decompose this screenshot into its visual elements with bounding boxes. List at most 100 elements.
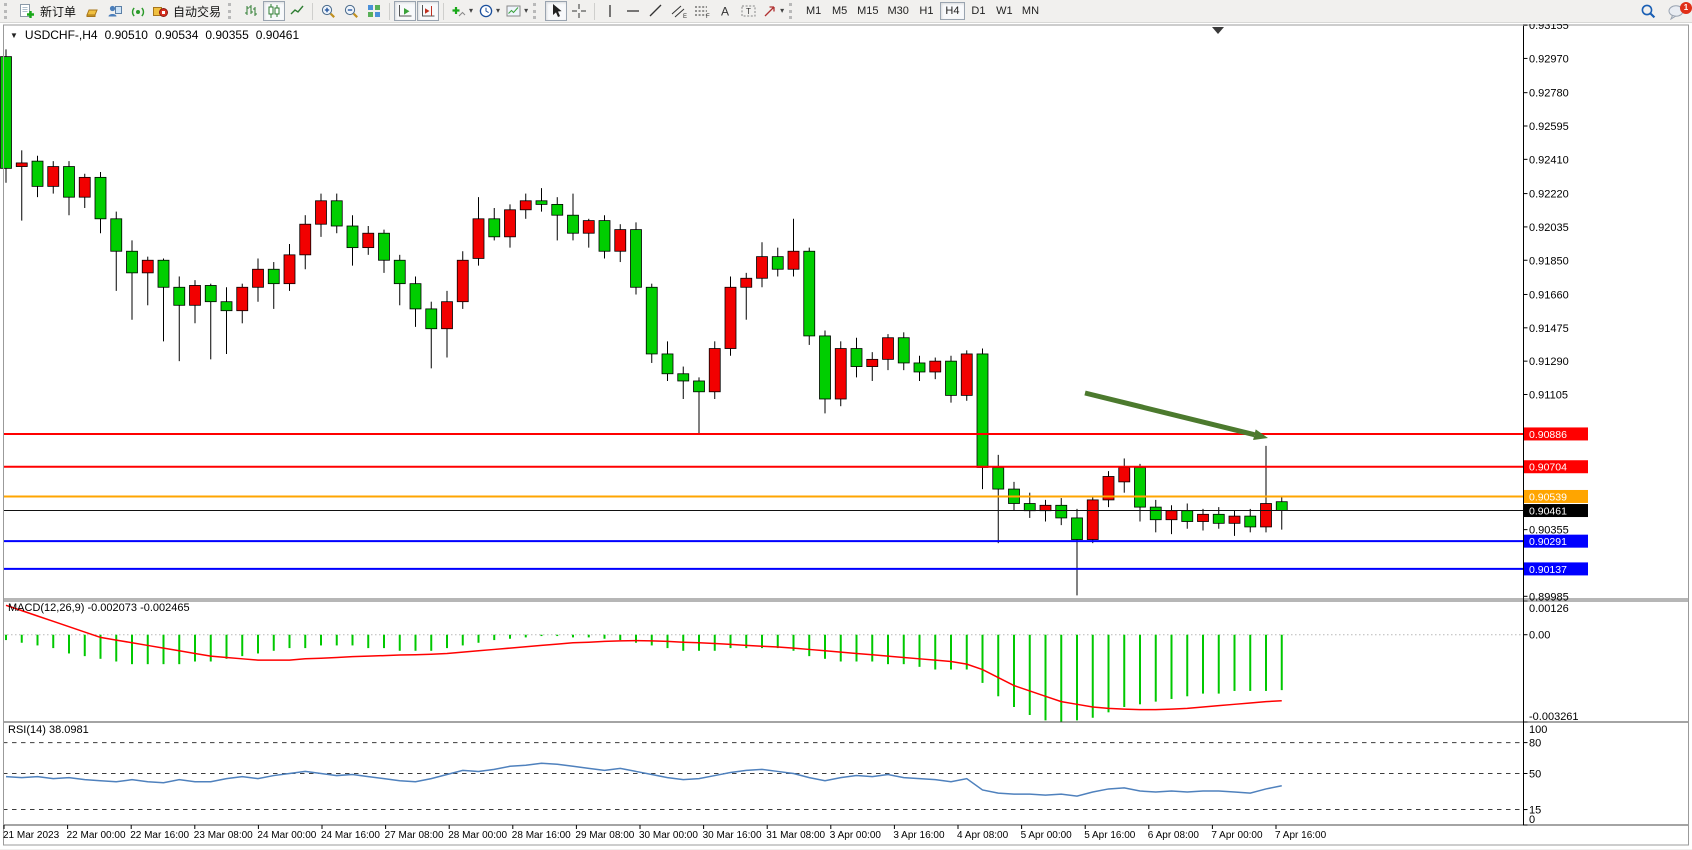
timeframe-button-m5[interactable]: M5 (827, 2, 852, 20)
line-chart-button[interactable] (286, 1, 308, 21)
vertical-line-tool-button[interactable] (599, 1, 621, 21)
candle (551, 203, 564, 216)
candle (1244, 515, 1257, 528)
chart-window-button[interactable] (81, 1, 103, 21)
candle (519, 200, 532, 211)
chart-shift-marker[interactable] (1212, 27, 1224, 34)
zoom-out-button[interactable] (340, 1, 362, 21)
timeframe-button-m15[interactable]: M15 (853, 2, 882, 20)
candle (787, 250, 800, 270)
timeframe-button-m30[interactable]: M30 (884, 2, 913, 20)
candle (1086, 499, 1099, 540)
auto-trading-label: 自动交易 (173, 4, 222, 19)
rsi-tick-label: 15 (1529, 805, 1541, 817)
toolbar-grip (228, 3, 236, 19)
bar-chart-button[interactable] (240, 1, 262, 21)
rsi-tick-label: 0 (1529, 814, 1535, 826)
time-axis-label: 24 Mar 00:00 (257, 830, 316, 841)
candle (220, 301, 233, 312)
macd-axis: 0.00126 0.00 -0.003261 (1523, 600, 1579, 723)
candle (945, 360, 957, 396)
time-axis-label: 24 Mar 16:00 (321, 830, 380, 841)
timeframe-button-m1[interactable]: M1 (801, 2, 826, 20)
rsi-tick-label: 80 (1529, 738, 1541, 750)
candle (677, 373, 690, 382)
candle (1102, 476, 1115, 501)
time-axis-label: 21 Mar 2023 (3, 830, 60, 841)
candle (94, 176, 107, 220)
time-axis-label: 30 Mar 16:00 (703, 830, 762, 841)
candle (1023, 503, 1036, 512)
timeframe-button-d1[interactable]: D1 (966, 2, 991, 20)
candle (110, 218, 123, 252)
channel-tool-button[interactable]: E (668, 1, 690, 21)
crosshair-button[interactable] (568, 1, 590, 21)
auto-trading-button[interactable]: 自动交易 (150, 1, 225, 21)
candle (913, 362, 926, 373)
candle (756, 256, 768, 279)
horizontal-line-tool-button[interactable] (622, 1, 644, 21)
chart-shift-button[interactable] (417, 1, 440, 21)
timeframe-toolbar: M1 M5 M15 M30 H1 H4 D1 W1 MN (801, 2, 1043, 20)
candle (897, 337, 910, 364)
candle (1071, 517, 1083, 540)
time-axis-label: 4 Apr 08:00 (957, 830, 1009, 841)
candle (1039, 504, 1052, 512)
navigator-button[interactable] (127, 1, 149, 21)
periods-button[interactable]: ▾ (476, 1, 502, 21)
candle (614, 229, 627, 252)
market-watch-icon (108, 5, 123, 17)
time-axis[interactable]: 21 Mar 2023 22 Mar 00:00 22 Mar 16:00 23 Ma… (3, 825, 1327, 841)
time-axis-label: 7 Apr 00:00 (1211, 830, 1263, 841)
time-axis-label: 3 Apr 16:00 (893, 830, 945, 841)
chart-canvas[interactable]: 0.93155 0.92970 0.92780 0.92595 0.92410 0.922… (0, 24, 1692, 850)
candle (47, 166, 60, 187)
time-axis-label: 5 Apr 00:00 (1021, 830, 1073, 841)
trendline-icon (649, 4, 662, 17)
price-axis[interactable]: 0.93155 0.92970 0.92780 0.92595 0.92410 0.922… (1523, 24, 1569, 603)
text-label-tool-button[interactable]: T (737, 1, 759, 21)
candle (1118, 467, 1131, 483)
horizontal-line-icon (627, 10, 640, 12)
rsi-line (5, 762, 1282, 797)
candles-button[interactable] (263, 1, 286, 21)
price-tick-label: 0.91105 (1529, 389, 1568, 401)
candle (567, 214, 579, 234)
timeframe-button-mn[interactable]: MN (1018, 2, 1043, 20)
text-tool-button[interactable]: A (714, 1, 736, 21)
fibonacci-tool-button[interactable]: F (691, 1, 713, 21)
candle (283, 254, 296, 285)
arrows-tool-button[interactable]: ▾ (760, 1, 786, 21)
candle (1149, 506, 1162, 521)
timeframe-button-h1[interactable]: H1 (914, 2, 939, 20)
timeframe-button-w1[interactable]: W1 (992, 2, 1017, 20)
macd-tick-label: -0.003261 (1529, 711, 1579, 723)
macd-signal-line (5, 604, 1282, 711)
toolbar-separator (312, 2, 314, 20)
timeframe-button-h4[interactable]: H4 (939, 2, 965, 20)
market-watch-button[interactable] (104, 1, 126, 21)
search-button[interactable] (1637, 2, 1659, 22)
new-order-button[interactable]: 新订单 (16, 1, 80, 21)
notifications-button[interactable]: 1 (1665, 1, 1692, 22)
zoom-in-button[interactable] (317, 1, 339, 21)
price-tick-label: 0.92410 (1529, 154, 1569, 166)
svg-text:E: E (683, 14, 687, 19)
indicators-button[interactable]: ▾ (448, 1, 475, 21)
tile-windows-icon (368, 5, 381, 17)
candle (299, 223, 312, 256)
macd-tick-label: 0.00126 (1529, 603, 1569, 615)
cursor-button[interactable] (545, 1, 568, 21)
trendline-tool-button[interactable] (645, 1, 667, 21)
candle (866, 358, 879, 367)
templates-button[interactable]: ▾ (503, 1, 530, 21)
candle (1212, 513, 1225, 524)
arrow-annotation[interactable] (1084, 390, 1268, 440)
candle (173, 286, 186, 306)
price-tick-label: 0.92970 (1529, 53, 1569, 65)
tile-windows-button[interactable] (363, 1, 385, 21)
auto-scroll-icon (399, 5, 412, 17)
time-axis-label: 6 Apr 08:00 (1148, 830, 1200, 841)
auto-scroll-button[interactable] (394, 1, 417, 21)
price-tick-label: 0.92780 (1529, 88, 1569, 100)
